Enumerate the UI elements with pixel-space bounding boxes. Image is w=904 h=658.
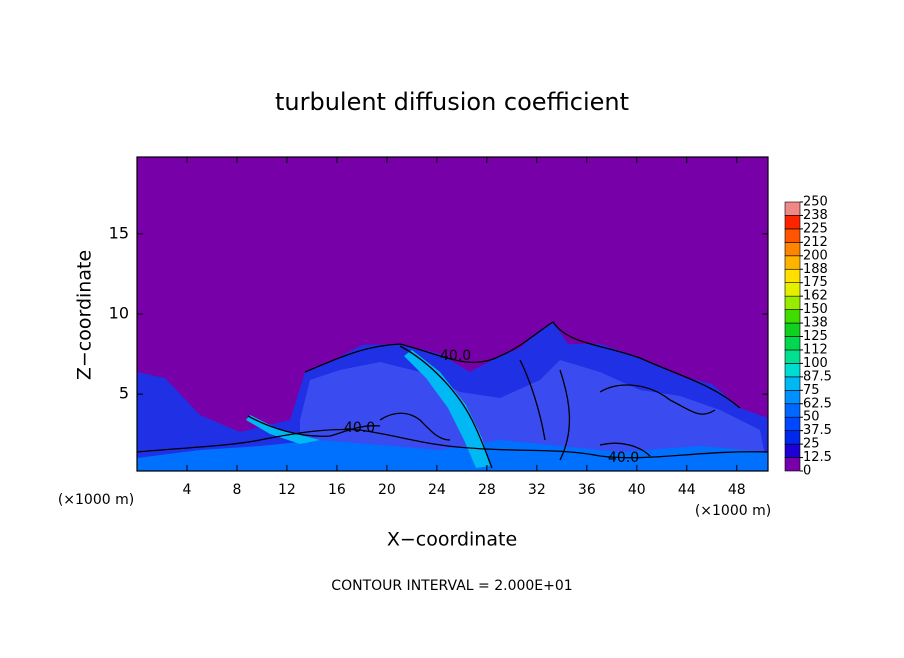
field-region xyxy=(300,360,768,471)
chart-title: turbulent diffusion coefficient xyxy=(275,88,629,116)
field xyxy=(136,157,769,471)
colorbar-swatch xyxy=(784,228,801,243)
colorbar-label: 87.5 xyxy=(803,369,832,384)
colorbar-label: 225 xyxy=(803,221,828,236)
colorbar-label: 62.5 xyxy=(803,396,832,411)
colorbar-swatch xyxy=(784,389,801,405)
colorbar-swatch xyxy=(784,282,801,297)
x-tick-label: 44 xyxy=(678,482,696,498)
colorbar-swatch xyxy=(784,201,801,216)
x-tick-label: 12 xyxy=(278,482,296,498)
y-tick-label: 5 xyxy=(119,384,129,403)
x-tick-label: 48 xyxy=(728,482,746,498)
contour-lines xyxy=(136,321,769,469)
colorbar-label: 162 xyxy=(803,289,828,304)
colorbar-label: 112 xyxy=(803,342,828,357)
x-tick-label: 4 xyxy=(183,482,192,498)
colorbar-label: 212 xyxy=(803,235,828,250)
x-axis-label: X−coordinate xyxy=(387,529,517,551)
colorbar-label: 188 xyxy=(803,262,828,277)
contour-label: 40.0 xyxy=(608,450,639,466)
colorbar-swatch xyxy=(784,416,801,431)
x-tick-label: 36 xyxy=(578,482,596,498)
colorbar-label: 25 xyxy=(803,437,820,452)
contour-label: 40.0 xyxy=(344,420,375,436)
colorbar-swatch xyxy=(784,322,801,337)
colorbar-swatch xyxy=(784,430,801,445)
x-unit: (×1000 m) xyxy=(58,492,134,508)
y-tick-label: 10 xyxy=(109,304,129,323)
y-axis-label: Z−coordinate xyxy=(74,250,96,380)
colorbar-swatch xyxy=(784,215,801,230)
note: CONTOUR INTERVAL = 2.000E+01 xyxy=(331,578,572,594)
x-tick-label: 8 xyxy=(232,482,241,498)
colorbar-swatch xyxy=(784,268,801,283)
colorbar-swatch xyxy=(784,403,801,418)
colorbar-swatch xyxy=(784,295,801,310)
colorbar-swatch xyxy=(784,457,801,472)
colorbar-label: 138 xyxy=(803,316,828,331)
colorbar-label: 175 xyxy=(803,275,828,290)
colorbar-swatch xyxy=(784,336,801,351)
colorbar-swatch xyxy=(784,363,801,378)
x-tick-label: 32 xyxy=(528,482,546,498)
colorbar-label: 12.5 xyxy=(803,450,832,465)
colorbar-swatch xyxy=(784,349,801,364)
colorbar-label: 250 xyxy=(803,195,828,210)
colorbar-swatch xyxy=(784,309,801,324)
colorbar-label: 150 xyxy=(803,302,828,317)
x-tick-label: 16 xyxy=(328,482,346,498)
colorbar-label: 125 xyxy=(803,329,828,344)
colorbar-swatch xyxy=(784,242,801,257)
colorbar-label: 238 xyxy=(803,208,828,223)
field-region xyxy=(246,415,320,444)
y-unit: (×1000 m) xyxy=(695,503,771,519)
colorbar-label: 37.5 xyxy=(803,423,832,438)
field-region xyxy=(404,350,490,468)
colorbar-swatch xyxy=(784,255,801,270)
colorbar-label: 0 xyxy=(803,464,811,479)
colorbar-label: 75 xyxy=(803,383,820,398)
x-tick-label: 40 xyxy=(628,482,646,498)
colorbar-label: 100 xyxy=(803,356,828,371)
contour-label: 40.0 xyxy=(440,348,471,364)
x-tick-label: 20 xyxy=(378,482,396,498)
colorbar-swatch xyxy=(784,376,801,391)
colorbar-label: 200 xyxy=(803,248,828,263)
colorbar-swatch xyxy=(784,443,801,458)
colorbar-label: 50 xyxy=(803,410,820,425)
x-tick-label: 24 xyxy=(428,482,446,498)
x-tick-label: 28 xyxy=(478,482,496,498)
field-region xyxy=(137,440,768,471)
y-tick-label: 15 xyxy=(109,223,129,242)
